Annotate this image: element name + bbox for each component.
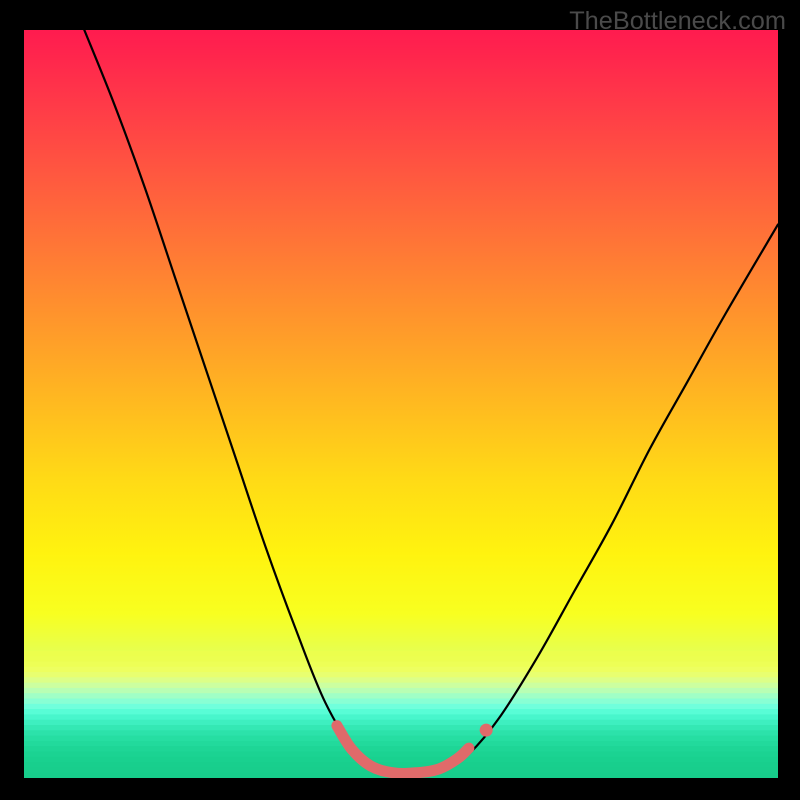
highlight-dot: [480, 724, 493, 737]
plot-area: [24, 30, 778, 778]
watermark-text: TheBottleneck.com: [569, 7, 786, 36]
bottom-stripe-band: [24, 651, 778, 778]
bottleneck-curve-chart: [24, 30, 778, 778]
chart-stage: TheBottleneck.com: [0, 0, 800, 800]
